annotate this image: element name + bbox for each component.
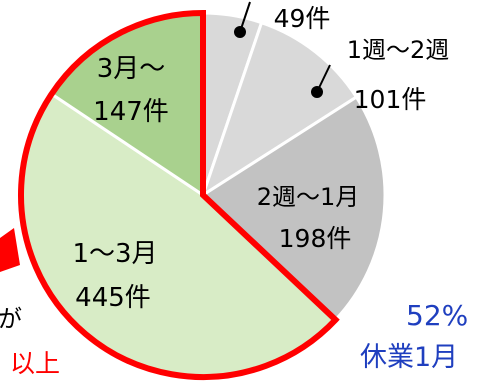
annotation-right-percent: 52% (406, 299, 468, 332)
slice-label-1w2w: 1週〜2週 (347, 36, 450, 64)
slice-label-gt3m: 3月〜 (97, 54, 166, 84)
pointer-dot-lt1w (234, 26, 246, 38)
slice-label-1m3m: 1〜3月 (72, 239, 157, 269)
annotation-right-text: 休業1月 (360, 342, 458, 373)
annotation-left-line2: 以上 (10, 349, 60, 378)
slice-label-2w1m: 2週〜1月 (257, 183, 360, 211)
slice-count-1w2w: 101件 (354, 85, 427, 114)
callout-arrow (0, 228, 20, 272)
annotation-left-line1: が (0, 305, 22, 333)
slice-count-1m3m: 445件 (75, 283, 151, 313)
slice-count-lt1w: 49件 (274, 4, 331, 33)
slice-count-2w1m: 198件 (279, 224, 352, 253)
pointer-dot-1w2w (311, 86, 323, 98)
slice-count-gt3m: 147件 (93, 97, 169, 127)
